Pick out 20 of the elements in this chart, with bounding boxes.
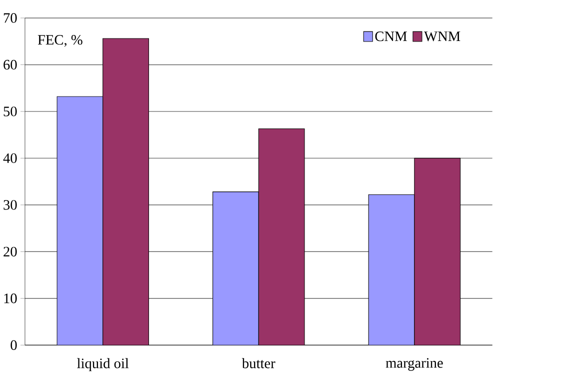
y-tick-label: 60 bbox=[4, 60, 17, 70]
x-tick-label: margarine bbox=[386, 358, 443, 371]
legend-label: CNM bbox=[375, 32, 407, 42]
legend-label: WNM bbox=[424, 32, 460, 42]
x-tick-label: liquid oil bbox=[77, 358, 129, 372]
bar bbox=[258, 128, 305, 346]
y-tick-label: 20 bbox=[4, 246, 17, 256]
bar bbox=[212, 192, 259, 346]
y-tick-label: 40 bbox=[3, 153, 17, 163]
bar bbox=[414, 158, 461, 346]
y-tick-label: 0 bbox=[10, 340, 17, 350]
y-tick-label: 50 bbox=[4, 106, 17, 116]
y-tick-label: 10 bbox=[4, 294, 17, 304]
bar bbox=[56, 96, 104, 346]
bar bbox=[102, 38, 149, 346]
y-tick-label: 30 bbox=[4, 200, 17, 210]
bar bbox=[368, 194, 415, 346]
y-tick-label: 70 bbox=[4, 13, 17, 23]
x-tick-label: butter bbox=[242, 358, 276, 368]
y-axis-title: FEC, % bbox=[38, 34, 82, 47]
